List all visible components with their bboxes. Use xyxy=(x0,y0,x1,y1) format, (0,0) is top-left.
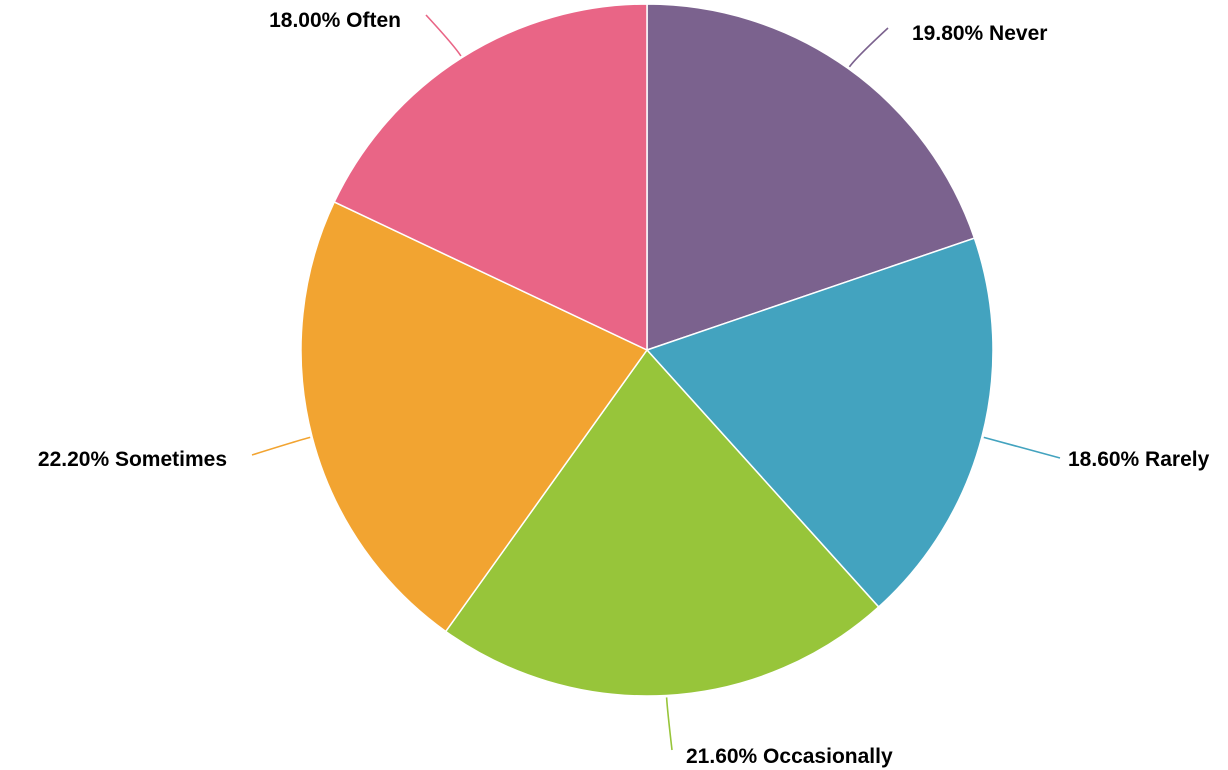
pie-leader-lines xyxy=(251,14,1061,751)
pie-slices xyxy=(300,3,994,697)
leader-line-rarely xyxy=(983,436,1061,459)
pie-slice-rarely xyxy=(645,237,994,609)
slice-label-occasionally: 21.60% Occasionally xyxy=(686,745,893,768)
leader-line-often xyxy=(425,14,462,57)
slice-label-rarely: 18.60% Rarely xyxy=(1068,448,1210,471)
leader-line-sometimes xyxy=(251,436,311,456)
slice-label-often: 18.00% Often xyxy=(269,9,401,32)
slice-label-never: 19.80% Never xyxy=(912,22,1047,45)
pie-labels: 19.80% Never 18.60% Rarely 21.60% Occasion… xyxy=(38,9,1210,768)
pie-slice-occasionally xyxy=(444,348,880,697)
slice-label-sometimes: 22.20% Sometimes xyxy=(38,448,227,471)
leader-line-occasionally xyxy=(665,697,673,751)
pie-slice-never xyxy=(646,3,976,352)
pie-slice-often xyxy=(333,3,648,352)
leader-line-never xyxy=(848,27,889,68)
